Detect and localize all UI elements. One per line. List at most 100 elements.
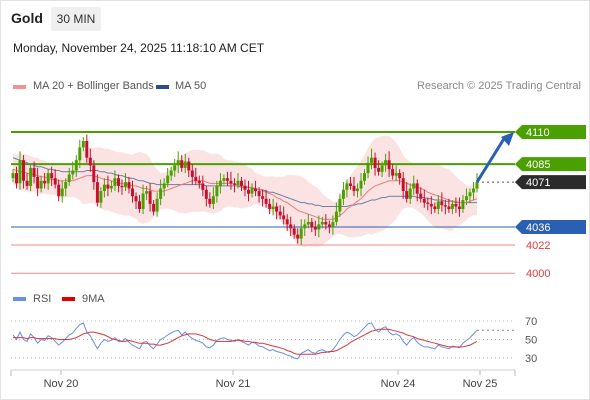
candle-body [233,183,236,185]
level-label-4071: 4071 [526,177,550,189]
candle-body [117,178,120,186]
candle-body [162,183,166,189]
candle-body [401,178,405,191]
candle-body [443,205,447,207]
candle-body [341,189,345,199]
candle-body [457,206,461,210]
candle-body [254,188,257,192]
candle-body [447,206,451,210]
candle-body [349,183,352,186]
candle-body [426,202,430,204]
candle-body [173,165,177,171]
candle-body [440,201,444,206]
candle-body [138,201,141,209]
candle-body [317,224,321,230]
candle-body [285,219,289,225]
candle-body [124,182,127,188]
candle-body [222,178,226,181]
candle-body [433,206,437,210]
rsi-legend-label: RSI [33,293,52,305]
candle-body [29,167,33,186]
candle-body [472,188,475,193]
candle-body [141,193,145,209]
candle-body [377,167,381,172]
candle-body [394,173,398,176]
level-label-4036: 4036 [526,222,550,234]
candle-body [187,161,191,171]
candle-body [81,141,85,148]
ma9-legend-swatch [62,297,75,301]
candle-body [450,203,454,209]
candle-body [257,191,261,197]
timeframe-button[interactable]: 30 MIN [51,7,101,31]
candle-body [475,182,479,189]
candle-body [180,160,184,168]
level-tag-4036 [515,220,586,234]
candle-body [296,234,300,239]
candle-body [11,173,15,179]
candle-body [32,167,36,177]
candle-body [194,176,198,181]
chart-datetime: Monday, November 24, 2025 11:18:10 AM CE… [13,41,265,55]
level-tag-4085 [515,157,586,172]
candle-body [306,221,310,225]
candle-body [225,178,229,181]
candle-body [359,180,363,189]
level-tag-4071 [515,175,586,190]
candle-body [25,180,29,186]
candle-body [92,165,96,183]
rsi-line [12,322,478,360]
candle-body [468,192,472,197]
candle-body [454,203,458,207]
x-tick-label: Nov 20 [44,378,79,390]
candle-body [331,221,335,227]
candle-body [46,173,50,184]
candle-body [384,160,388,166]
ma9-legend-label: 9MA [82,293,105,305]
candle-body [120,185,124,188]
candle-body [176,160,180,166]
candle-body [405,191,409,199]
candle-body [53,178,57,185]
candle-body [352,185,356,191]
candle-body [127,182,131,189]
ma50-legend-label: MA 50 [175,80,207,92]
candle-body [313,227,317,230]
candle-body [408,188,412,199]
candle-body [229,180,233,184]
candle-body [95,182,99,203]
candle-body [338,198,342,212]
symbol-title: Gold [11,10,43,26]
candle-body [240,180,243,186]
candle-body [99,191,103,203]
candle-body [71,170,75,175]
candle-body [247,189,250,194]
candle-body [275,206,279,212]
candle-body [183,161,187,168]
level-tag-4110 [515,125,586,139]
level-label-4085: 4085 [526,159,550,171]
candle-body [429,203,433,207]
candle-body [282,215,286,220]
candle-body [106,184,110,189]
candle-body [292,228,296,235]
candle-body [268,203,272,209]
candle-body [85,141,89,158]
candle-body [211,196,215,204]
rsi-legend-swatch [13,297,26,301]
candle-body [422,198,426,203]
candle-body [271,206,275,210]
forecast-arrow-shaft [475,136,507,183]
candle-body [303,224,307,229]
candle-body [461,200,465,209]
candle-body [324,221,328,225]
x-tick-label: Nov 21 [216,378,251,390]
candle-body [74,160,78,171]
candle-body [412,183,416,189]
candle-body [366,162,370,174]
candle-body [387,160,391,170]
candle-body [201,183,205,190]
candle-body [250,188,254,194]
candle-body [36,176,40,189]
x-tick-label: Nov 25 [463,378,498,390]
